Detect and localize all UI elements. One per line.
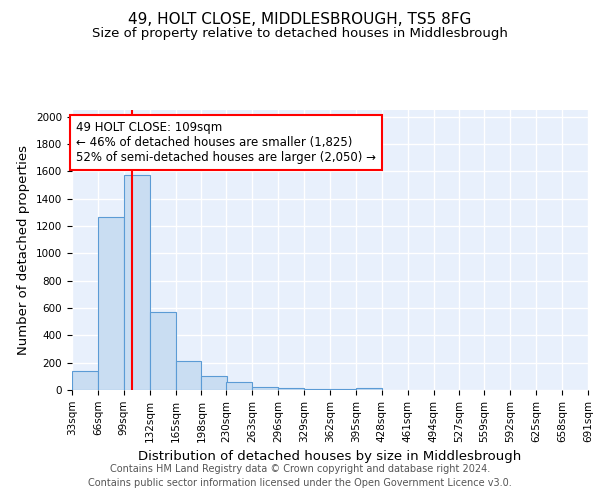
Text: 49 HOLT CLOSE: 109sqm
← 46% of detached houses are smaller (1,825)
52% of semi-d: 49 HOLT CLOSE: 109sqm ← 46% of detached … [76, 121, 376, 164]
Bar [304, 388, 330, 390]
Bar [253, 386, 278, 390]
Bar [226, 382, 253, 390]
Bar [356, 388, 382, 390]
Text: Size of property relative to detached houses in Middlesbrough: Size of property relative to detached ho… [92, 28, 508, 40]
Bar [278, 388, 304, 390]
Text: 49, HOLT CLOSE, MIDDLESBROUGH, TS5 8FG: 49, HOLT CLOSE, MIDDLESBROUGH, TS5 8FG [128, 12, 472, 28]
Bar [149, 312, 176, 390]
Text: Contains HM Land Registry data © Crown copyright and database right 2024.
Contai: Contains HM Land Registry data © Crown c… [88, 464, 512, 487]
Y-axis label: Number of detached properties: Number of detached properties [17, 145, 31, 355]
Bar [176, 360, 202, 390]
Bar [202, 376, 227, 390]
X-axis label: Distribution of detached houses by size in Middlesbrough: Distribution of detached houses by size … [139, 450, 521, 463]
Bar [124, 175, 149, 390]
Bar [72, 371, 98, 390]
Bar [98, 217, 124, 390]
Bar [330, 388, 356, 390]
